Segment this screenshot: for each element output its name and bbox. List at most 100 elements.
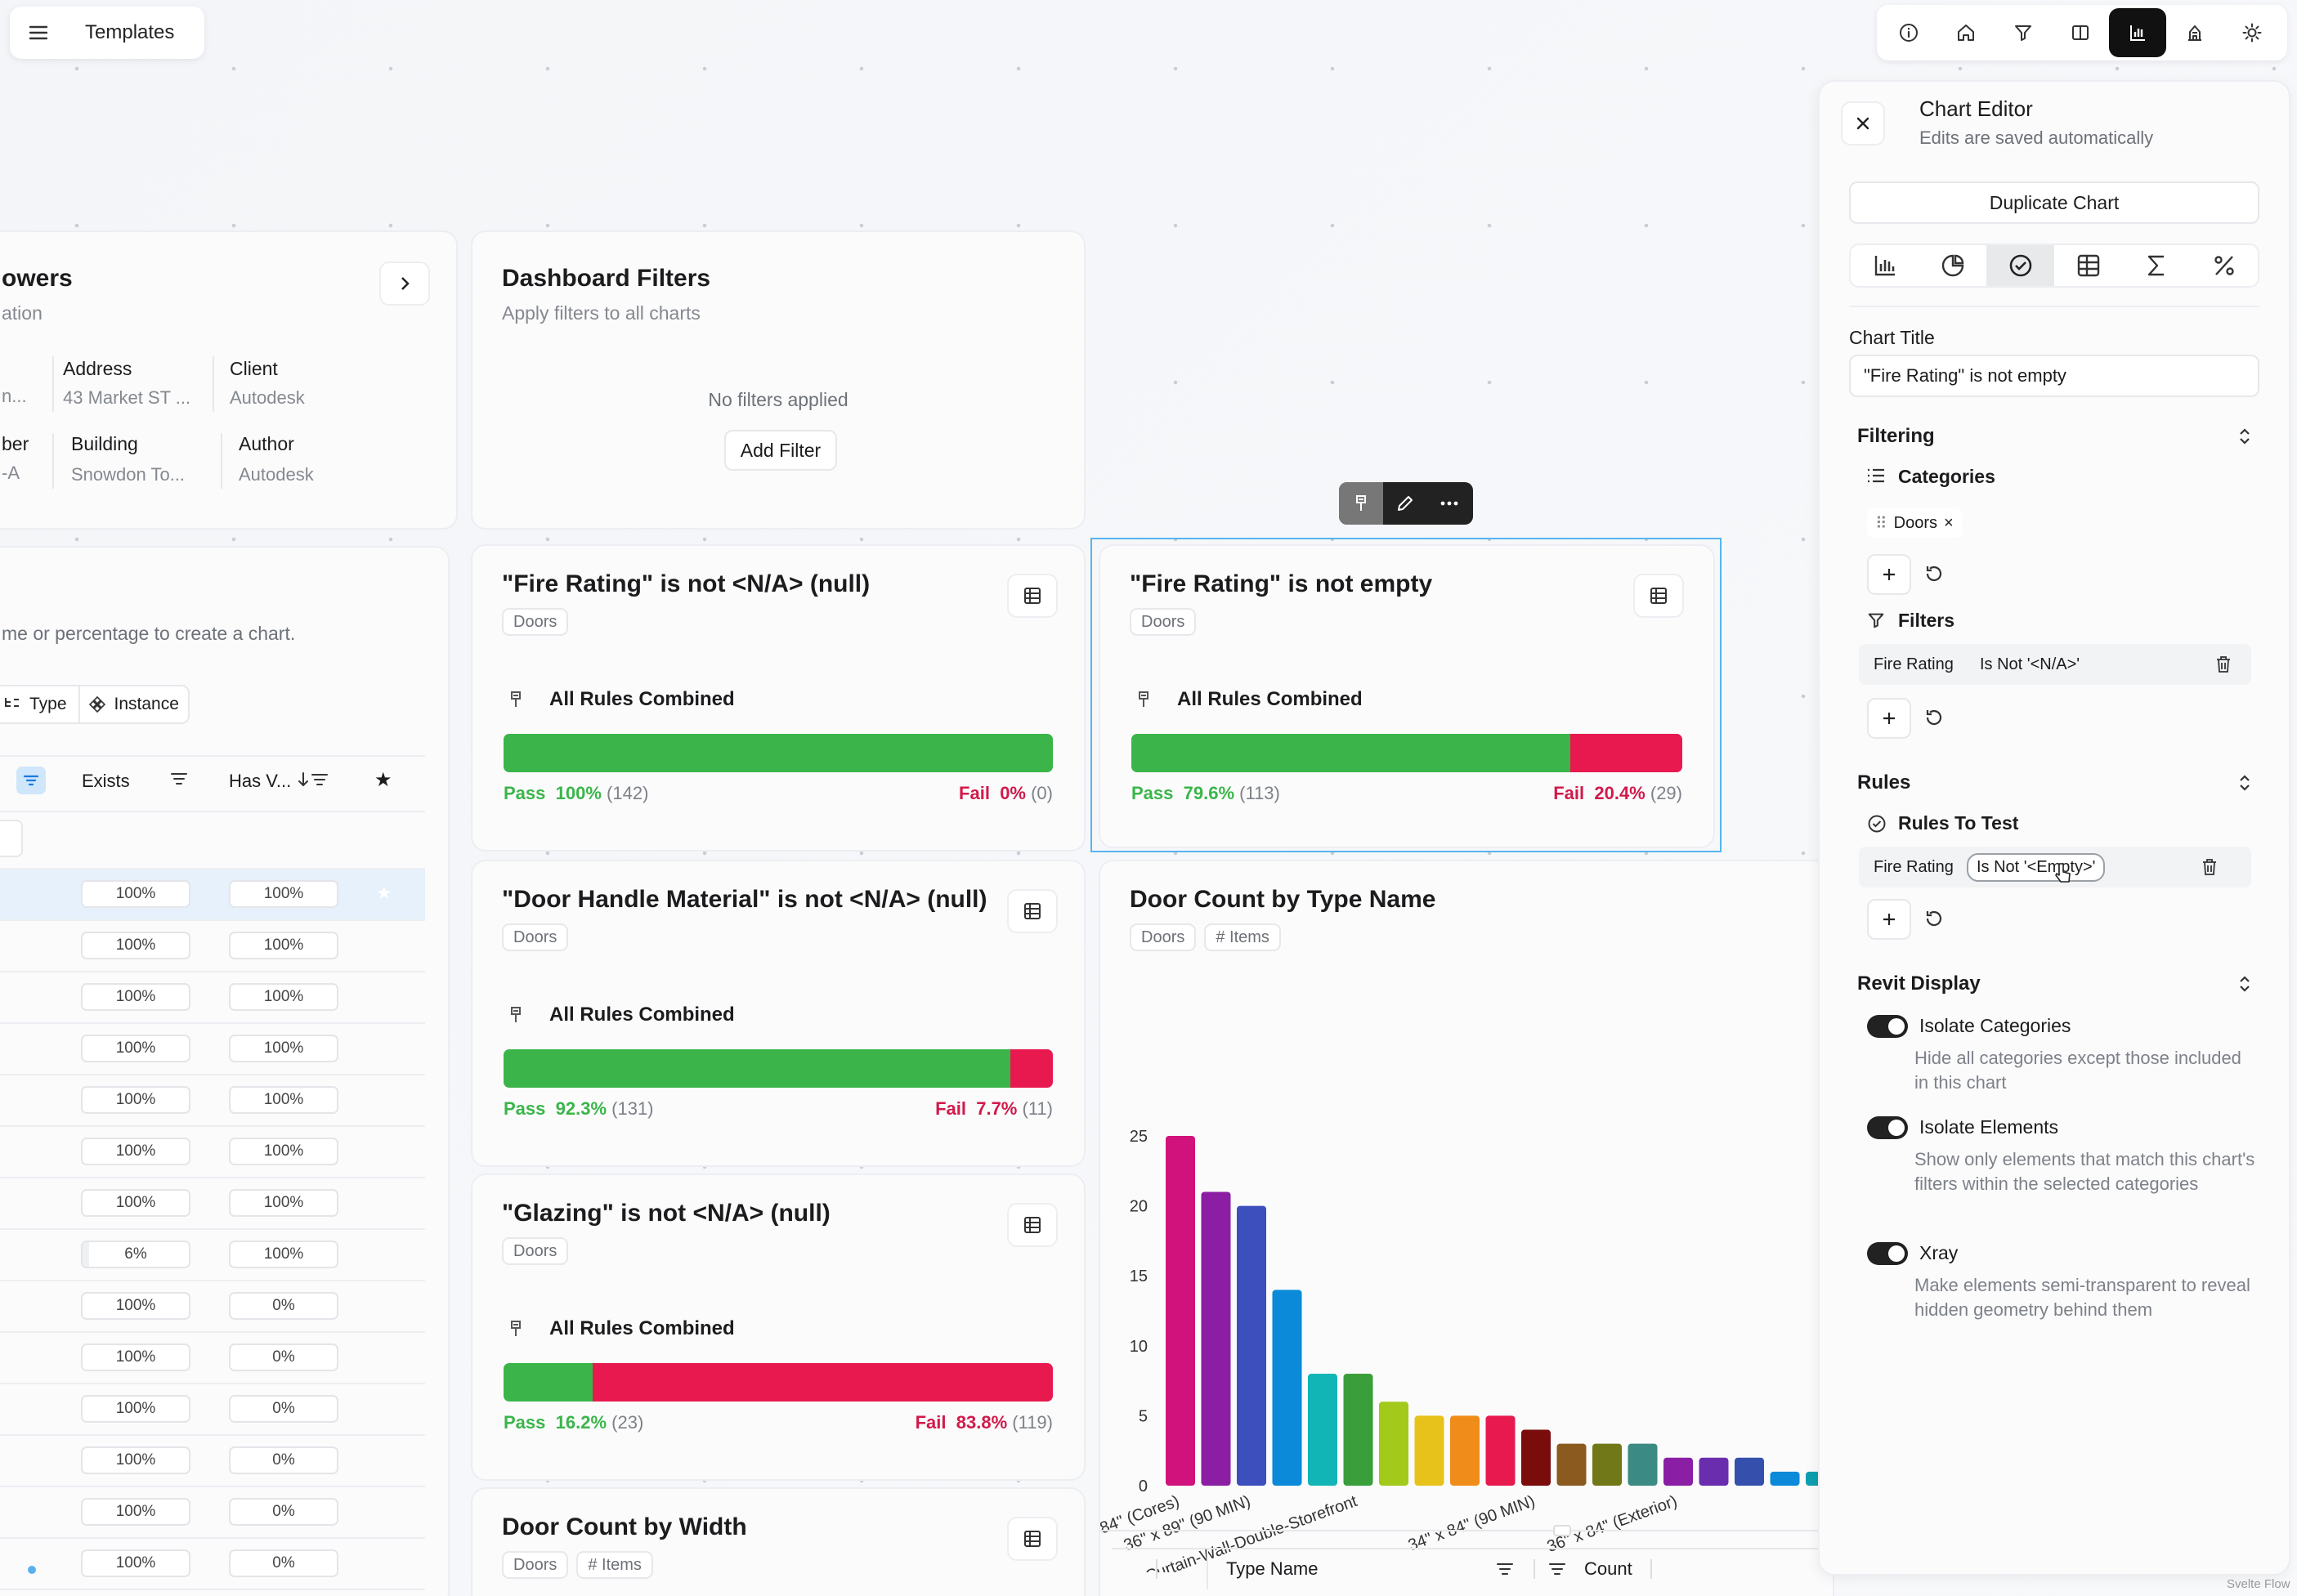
home-icon[interactable]: [1937, 8, 1995, 57]
chevron-right-icon[interactable]: [379, 262, 430, 306]
type-button[interactable]: Type: [29, 695, 67, 713]
bar-5[interactable]: [1343, 1374, 1373, 1486]
table-view-icon[interactable]: [1633, 574, 1684, 618]
close-icon[interactable]: [1841, 101, 1885, 145]
more-icon[interactable]: [1427, 482, 1471, 525]
fail-segment: [1569, 734, 1682, 772]
bar-12[interactable]: [1592, 1443, 1622, 1486]
add-rule-button[interactable]: [1867, 899, 1911, 940]
bar-13[interactable]: [1628, 1443, 1658, 1486]
table-view-icon[interactable]: [1007, 1203, 1058, 1247]
bar-3[interactable]: [1272, 1290, 1302, 1486]
rule-field[interactable]: Fire Rating: [1874, 857, 1954, 876]
door-count-type-card[interactable]: Door Count by Type Name Doors # Items 0 5 1…: [1099, 860, 1835, 1596]
bar-4[interactable]: [1308, 1374, 1337, 1486]
resize-handle-icon[interactable]: [1100, 1530, 1833, 1531]
bar-8[interactable]: [1450, 1415, 1480, 1486]
pass-fail-bar: [1131, 734, 1682, 772]
add-category-button[interactable]: [1867, 554, 1911, 595]
bar-0[interactable]: [1166, 1136, 1195, 1486]
col-header-type-name: Type Name: [1226, 1558, 1319, 1579]
trash-icon[interactable]: [2201, 858, 2218, 876]
chart-editor-panel: Chart Editor Edits are saved automatical…: [1818, 80, 2290, 1576]
duplicate-chart-button[interactable]: Duplicate Chart: [1849, 181, 2259, 224]
instance-button[interactable]: Instance: [114, 695, 179, 713]
building-icon[interactable]: [2166, 8, 2223, 57]
theme-sun-icon[interactable]: [2223, 8, 2281, 57]
column-filter-icon[interactable]: [1548, 1562, 1566, 1576]
isolate-elements-toggle[interactable]: [1867, 1116, 1908, 1139]
bar-chart-tab-icon[interactable]: [1851, 245, 1919, 286]
rule-card-fire-rating-empty[interactable]: "Fire Rating" is not empty Doors All Rul…: [1099, 544, 1715, 848]
svelte-flow-attribution[interactable]: Svelte Flow: [2227, 1577, 2290, 1591]
chevrons-updown-icon[interactable]: [2238, 975, 2251, 993]
chevrons-updown-icon[interactable]: [2238, 774, 2251, 792]
category-chip[interactable]: ⠿ Doors ×: [1867, 508, 1962, 538]
drag-handle-icon[interactable]: ⠿: [1875, 514, 1887, 533]
isolate-categories-toggle[interactable]: [1867, 1015, 1908, 1038]
xray-toggle[interactable]: [1867, 1242, 1908, 1265]
chevrons-updown-icon[interactable]: [2238, 427, 2251, 445]
has-value-cell: 0%: [229, 1343, 338, 1371]
bar-6[interactable]: [1379, 1402, 1408, 1486]
reset-icon[interactable]: [1924, 564, 1944, 583]
trash-icon[interactable]: [2215, 655, 2232, 673]
sum-tab-icon[interactable]: [2122, 245, 2190, 286]
info-icon[interactable]: [1880, 8, 1937, 57]
bar-16[interactable]: [1735, 1457, 1764, 1486]
editor-title: Chart Editor: [1919, 96, 2033, 121]
table-view-icon[interactable]: [1007, 889, 1058, 933]
percent-tab-icon[interactable]: [2190, 245, 2258, 286]
door-count-width-card[interactable]: Door Count by Width Doors # Items: [471, 1487, 1086, 1596]
field-value: -A: [2, 463, 20, 483]
filtering-section-header[interactable]: Filtering: [1849, 420, 2259, 453]
pin-icon[interactable]: [1339, 482, 1383, 525]
bar-7[interactable]: [1414, 1415, 1444, 1486]
bar-17[interactable]: [1770, 1471, 1800, 1486]
sort-desc-icon[interactable]: [298, 771, 334, 788]
table-view-icon[interactable]: [1007, 574, 1058, 618]
edit-icon[interactable]: [1383, 482, 1427, 525]
column-search-input[interactable]: [0, 820, 23, 857]
hamburger-icon[interactable]: [10, 8, 67, 57]
table-tab-icon[interactable]: [2054, 245, 2122, 286]
templates-menu[interactable]: Templates: [10, 7, 204, 59]
bar-9[interactable]: [1485, 1415, 1516, 1486]
filter-operator[interactable]: Is Not '<N/A>': [1980, 655, 2080, 673]
bar-1[interactable]: [1201, 1191, 1231, 1486]
reset-icon[interactable]: [1924, 909, 1944, 928]
bar-10[interactable]: [1521, 1429, 1551, 1486]
add-filter-button[interactable]: [1867, 698, 1911, 739]
rule-combined-label: All Rules Combined: [549, 688, 735, 710]
rule-card-fire-rating-null[interactable]: "Fire Rating" is not <N/A> (null) Doors …: [471, 544, 1086, 852]
bar-11[interactable]: [1556, 1443, 1587, 1486]
filter-icon[interactable]: [1995, 8, 2052, 57]
chart-title-input[interactable]: "Fire Rating" is not empty: [1849, 355, 2259, 397]
revit-display-section-header[interactable]: Revit Display: [1849, 968, 2259, 1000]
star-icon[interactable]: ★: [376, 883, 392, 903]
pass-segment: [504, 1363, 593, 1402]
star-icon[interactable]: ★: [374, 769, 392, 791]
sort-filter-icon[interactable]: [170, 771, 188, 786]
rule-card-door-handle[interactable]: "Door Handle Material" is not <N/A> (nul…: [471, 860, 1086, 1167]
check-circle-tab-icon[interactable]: [1986, 245, 2054, 286]
column-filter-icon[interactable]: [16, 767, 46, 794]
filter-row[interactable]: Fire Rating Is Not '<N/A>': [1859, 644, 2251, 685]
pie-chart-tab-icon[interactable]: [1919, 245, 1986, 286]
rule-card-glazing[interactable]: "Glazing" is not <N/A> (null) Doors All …: [471, 1174, 1086, 1481]
bar-2[interactable]: [1237, 1205, 1266, 1486]
column-filter-icon[interactable]: [1496, 1562, 1514, 1576]
add-filter-button[interactable]: Add Filter: [724, 430, 837, 471]
table-view-icon[interactable]: [1007, 1517, 1058, 1561]
chart-editor-icon[interactable]: [2109, 8, 2166, 57]
split-view-icon[interactable]: [2052, 8, 2109, 57]
rule-row[interactable]: Fire Rating Is Not '<Empty>': [1859, 847, 2251, 887]
rule-operator[interactable]: Is Not '<Empty>': [1967, 852, 2106, 882]
reset-icon[interactable]: [1924, 708, 1944, 727]
bar-14[interactable]: [1663, 1457, 1693, 1486]
filter-field[interactable]: Fire Rating: [1874, 655, 1954, 673]
bar-15[interactable]: [1699, 1457, 1729, 1486]
type-bar-chart: 051015202536" x 84" (Cores)36" x 89" (90…: [1100, 1128, 1835, 1572]
remove-chip-icon[interactable]: ×: [1944, 513, 1954, 532]
rules-section-header[interactable]: Rules: [1849, 767, 2259, 799]
